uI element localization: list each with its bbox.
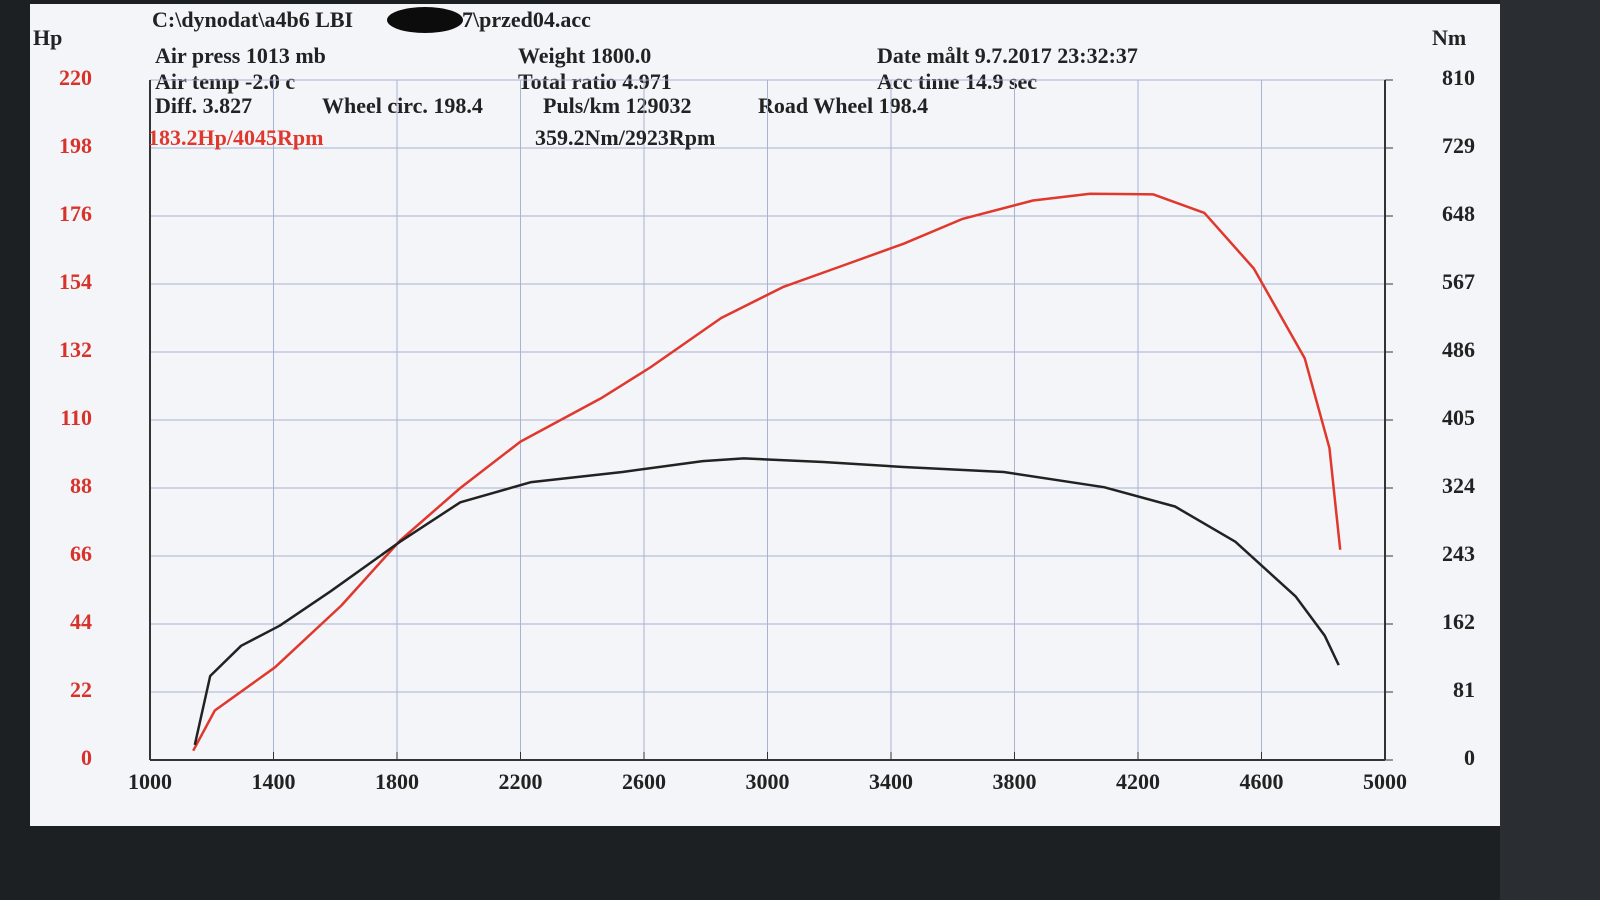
y2-tick-label: 81 (1453, 677, 1475, 702)
curve (192, 192, 1342, 752)
x-tick-label: 3400 (869, 769, 913, 794)
x-tick-label: 2200 (499, 769, 543, 794)
y-tick-label: 220 (59, 65, 92, 90)
y-tick-label: 88 (70, 473, 92, 498)
y-tick-label: 66 (70, 541, 92, 566)
y-tick-label: 110 (60, 405, 92, 430)
x-tick-label: 4600 (1240, 769, 1284, 794)
x-tick-label: 3800 (993, 769, 1037, 794)
y-tick-label: 154 (59, 269, 92, 294)
y-tick-label: 132 (59, 337, 92, 362)
info: Air temp -2.0 c (155, 69, 295, 94)
x-tick-label: 1000 (128, 769, 172, 794)
y2-tick-label: 486 (1442, 337, 1475, 362)
redaction (387, 7, 463, 33)
y-tick-label: 22 (70, 677, 92, 702)
y-tick-label: 176 (59, 201, 92, 226)
x-tick-label: 3000 (746, 769, 790, 794)
y2-tick-label: 162 (1442, 609, 1475, 634)
info: Air press 1013 mb (155, 43, 326, 68)
y2-tick-label: 648 (1442, 201, 1475, 226)
file-path: 7\przed04.acc (462, 7, 591, 32)
y-tick-label: 0 (81, 745, 92, 770)
x-tick-label: 1400 (252, 769, 296, 794)
info: Weight 1800.0 (518, 43, 651, 68)
file-path: C:\dynodat\a4b6 LBI (152, 7, 353, 32)
info: Acc time 14.9 sec (877, 69, 1037, 94)
y2-tick-label: 324 (1442, 473, 1475, 498)
y-tick-label: 198 (59, 133, 92, 158)
info: Diff. 3.827 (155, 93, 252, 118)
peak-label: 183.2Hp/4045Rpm (148, 125, 323, 150)
x-tick-label: 4200 (1116, 769, 1160, 794)
chart-panel (30, 4, 1500, 826)
info: Total ratio 4.971 (518, 69, 672, 94)
peak-label: 359.2Nm/2923Rpm (535, 125, 715, 150)
curve (193, 457, 1340, 746)
x-tick-label: 1800 (375, 769, 419, 794)
y-axis-title: Hp (33, 25, 62, 50)
info: Road Wheel 198.4 (758, 93, 928, 118)
info: Date målt 9.7.2017 23:32:37 (877, 43, 1138, 68)
y2-tick-label: 0 (1464, 745, 1475, 770)
y-tick-label: 44 (70, 609, 92, 634)
bezel (1500, 0, 1600, 900)
y2-tick-label: 567 (1442, 269, 1475, 294)
y2-axis-title: Nm (1432, 25, 1466, 50)
x-tick-label: 5000 (1363, 769, 1407, 794)
info: Wheel circ. 198.4 (322, 93, 483, 118)
y2-tick-label: 810 (1442, 65, 1475, 90)
y2-tick-label: 729 (1442, 133, 1475, 158)
x-tick-label: 2600 (622, 769, 666, 794)
y2-tick-label: 405 (1442, 405, 1475, 430)
info: Puls/km 129032 (543, 93, 692, 118)
y2-tick-label: 243 (1442, 541, 1475, 566)
